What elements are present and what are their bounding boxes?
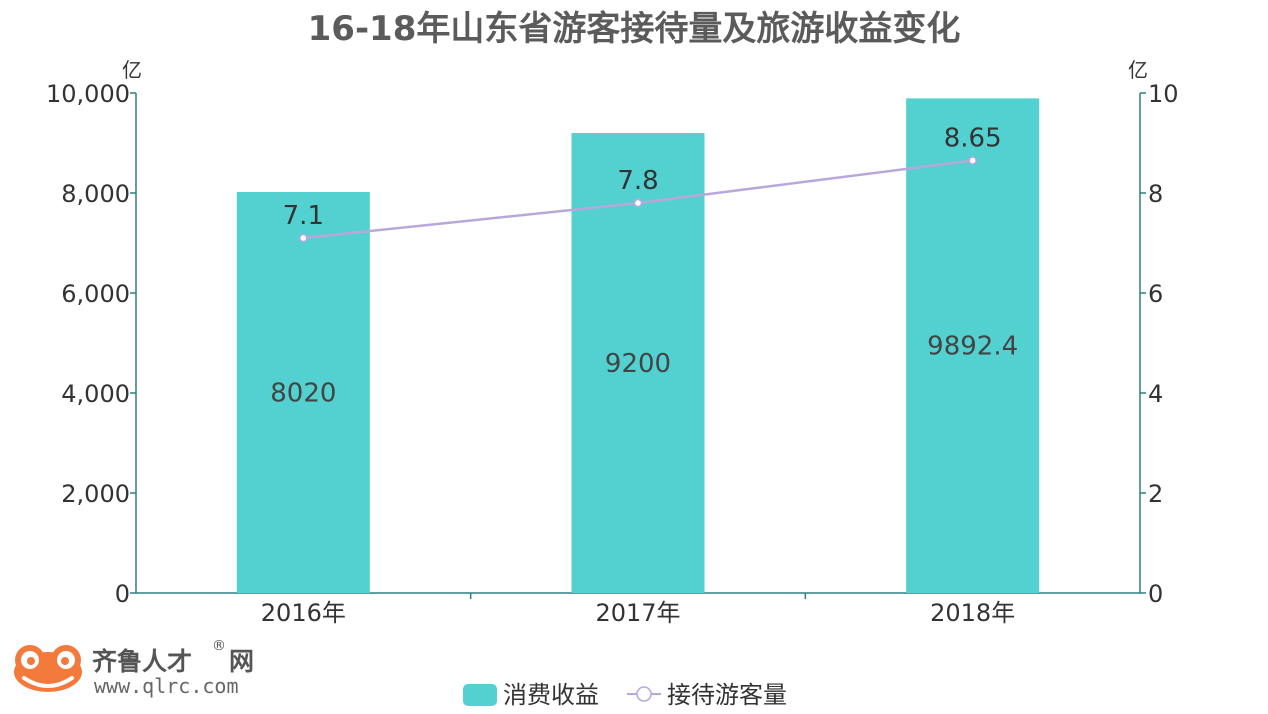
- logo-url: www.qlrc.com: [94, 674, 239, 698]
- line-value-label: 8.65: [944, 124, 1002, 154]
- legend-bar-label: 消费收益: [503, 681, 599, 709]
- right-tick-label: 4: [1148, 380, 1163, 408]
- left-tick-label: 10,000: [46, 80, 130, 108]
- line-point: [299, 233, 308, 243]
- right-tick-label: 8: [1148, 180, 1163, 208]
- right-tick-label: 2: [1148, 480, 1163, 508]
- x-tick-label: 2018年: [930, 599, 1015, 627]
- line-series: [299, 156, 977, 243]
- legend[interactable]: 消费收益 接待游客量: [463, 681, 787, 709]
- bar: [236, 192, 370, 593]
- logo-suffix: 网: [229, 647, 254, 676]
- legend-line-marker: [636, 686, 652, 702]
- right-tick-label: 10: [1148, 80, 1179, 108]
- legend-bar-swatch: [463, 684, 497, 706]
- line-value-label: 7.8: [617, 166, 658, 196]
- line-value-label: 7.1: [283, 201, 324, 231]
- qlrc-logo: 齐鲁人才 ® 网 www.qlrc.com: [14, 638, 254, 698]
- bar-value-label: 9892.4: [927, 332, 1018, 362]
- left-tick-label: 8,000: [61, 180, 130, 208]
- bars: [236, 98, 1040, 593]
- left-tick-label: 4,000: [61, 380, 130, 408]
- chart-title: 16-18年山东省游客接待量及旅游收益变化: [308, 9, 961, 49]
- bar-value-label: 8020: [270, 379, 336, 409]
- left-tick-label: 2,000: [61, 480, 130, 508]
- data-labels: 8020 9200 9892.4 7.1 7.8 8.65: [270, 124, 1018, 409]
- right-axis-unit: 亿: [1128, 58, 1148, 82]
- x-tick-label: 2017年: [595, 599, 680, 627]
- left-tick-label: 6,000: [61, 280, 130, 308]
- line-point: [968, 156, 977, 165]
- left-tick-label: 0: [115, 580, 130, 608]
- bar: [571, 133, 705, 593]
- right-tick-label: 0: [1148, 580, 1163, 608]
- left-axis-unit: 亿: [122, 58, 142, 82]
- legend-line-label: 接待游客量: [667, 681, 787, 709]
- bar: [906, 98, 1040, 593]
- logo-registered-mark: ®: [212, 638, 226, 654]
- line-point: [633, 198, 643, 208]
- bar-value-label: 9200: [605, 349, 671, 379]
- x-tick-label: 2016年: [261, 599, 346, 627]
- logo-brand: 齐鲁人才: [92, 647, 192, 676]
- right-tick-label: 6: [1148, 280, 1163, 308]
- frog-logo-icon: [14, 645, 82, 692]
